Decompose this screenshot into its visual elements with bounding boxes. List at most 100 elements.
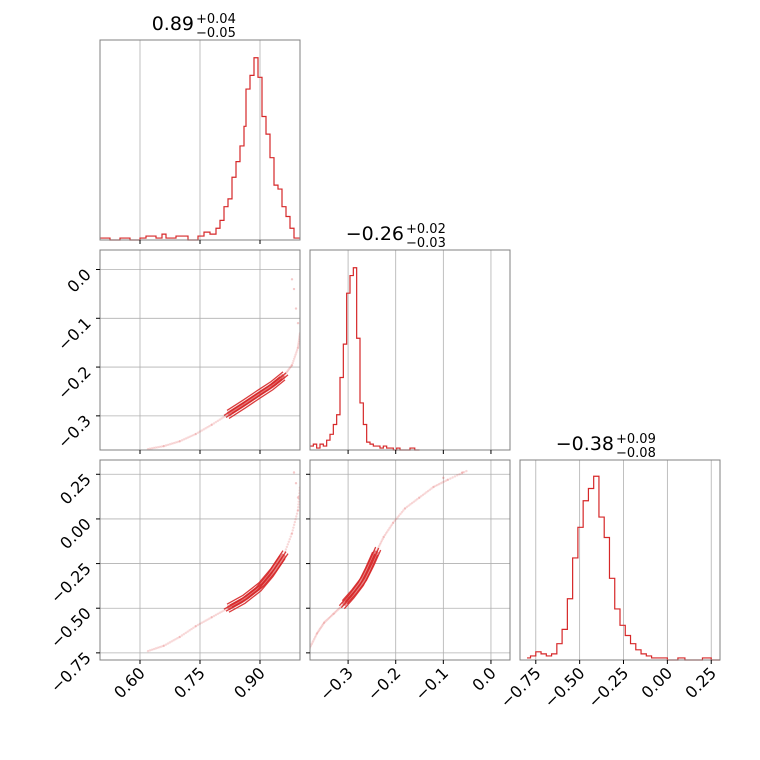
sample-point: [295, 512, 299, 515]
sample-point: [456, 474, 459, 477]
sample-point: [176, 440, 179, 444]
sample-point: [188, 435, 191, 439]
sample-point: [295, 351, 298, 354]
panel-scatter-2-0: 0.60 0.75 0.90 0.25 0.00 −0.25−0.50−0.75: [47, 459, 301, 702]
sample-point: [200, 621, 203, 625]
sample-point: [204, 619, 207, 622]
title-plus-2: +0.09: [616, 432, 656, 447]
sample-point: [297, 344, 300, 348]
sample-point: [166, 443, 170, 447]
sample-point: [432, 486, 435, 489]
sample-point: [214, 420, 218, 424]
sample-point: [334, 610, 338, 613]
sample-point: [331, 613, 334, 617]
sample-point: [194, 625, 197, 628]
sample-point: [416, 498, 419, 501]
sample-point: [188, 629, 191, 632]
sample-point: [172, 639, 175, 642]
sample-point: [388, 527, 391, 530]
sample-point: [150, 648, 154, 651]
contour-line: [226, 550, 284, 605]
sample-point: [390, 523, 394, 526]
y-tick-label: −0.2: [54, 362, 95, 403]
sample-point: [338, 607, 341, 610]
title-median-2: −0.38: [556, 433, 614, 455]
sample-point: [321, 623, 325, 626]
sample-point: [162, 445, 165, 448]
sample-point: [380, 539, 384, 542]
title-minus-1: −0.03: [406, 236, 446, 251]
sample-point: [216, 419, 219, 423]
sample-point: [194, 432, 198, 436]
sample-point: [178, 440, 181, 443]
sample-point: [384, 532, 388, 535]
sample-point: [164, 444, 168, 447]
sample-point: [184, 631, 187, 635]
sample-point: [405, 505, 409, 509]
sample-point: [192, 433, 195, 437]
sample-point: [324, 620, 327, 623]
sample-point: [446, 478, 449, 482]
sample-point: [311, 641, 314, 644]
sample-point: [391, 521, 395, 525]
sample-point: [465, 469, 468, 473]
sample-point: [326, 618, 329, 621]
y-tick-label: −0.50: [47, 604, 95, 652]
sample-point: [212, 614, 216, 618]
sample-point: [332, 612, 336, 615]
contour-line: [231, 374, 289, 414]
sample-point: [182, 438, 186, 441]
sample-point: [292, 526, 295, 529]
sample-point: [287, 540, 290, 543]
sample-point: [285, 370, 289, 374]
sample-point: [290, 278, 294, 281]
sample-point: [393, 519, 396, 522]
sample-point: [337, 608, 340, 611]
x-tick-label: −0.25: [584, 663, 632, 711]
sample-point: [146, 649, 150, 653]
sample-point: [294, 307, 298, 310]
sample-point: [178, 440, 182, 443]
sample-point: [332, 612, 335, 616]
sample-point: [190, 434, 193, 438]
x-tick-label: −0.50: [540, 663, 588, 711]
sample-point: [206, 618, 209, 621]
sample-point: [460, 472, 464, 475]
sample-point: [387, 528, 390, 532]
sample-point: [382, 535, 386, 538]
sample-point: [164, 643, 168, 646]
sample-point: [296, 496, 300, 499]
sample-point: [190, 627, 193, 631]
sample-point: [158, 445, 161, 449]
sample-point: [403, 507, 406, 510]
sample-point: [444, 479, 448, 482]
histogram-step: [310, 267, 420, 451]
contour-line: [228, 379, 286, 419]
contour-line: [343, 554, 379, 610]
sample-point: [288, 538, 291, 541]
sample-point: [296, 347, 299, 350]
sample-point: [382, 536, 385, 539]
sample-point: [314, 634, 318, 637]
sample-point: [208, 424, 211, 428]
sample-point: [329, 614, 333, 618]
sample-point: [292, 287, 296, 291]
sample-point: [327, 617, 331, 620]
sample-point: [432, 485, 436, 488]
sample-point: [453, 475, 457, 478]
sample-point: [182, 633, 186, 636]
sample-point: [294, 482, 298, 485]
sample-point: [461, 471, 464, 474]
sample-point: [170, 442, 173, 445]
y-tick-label: −0.3: [54, 411, 95, 452]
sample-point: [319, 626, 322, 630]
sample-point: [168, 641, 171, 644]
contour-line: [226, 371, 284, 411]
sample-point: [168, 443, 171, 446]
sample-point: [392, 521, 395, 524]
sample-point: [297, 342, 300, 346]
sample-point: [156, 446, 159, 449]
sample-point: [404, 507, 407, 510]
sample-point: [441, 481, 444, 484]
